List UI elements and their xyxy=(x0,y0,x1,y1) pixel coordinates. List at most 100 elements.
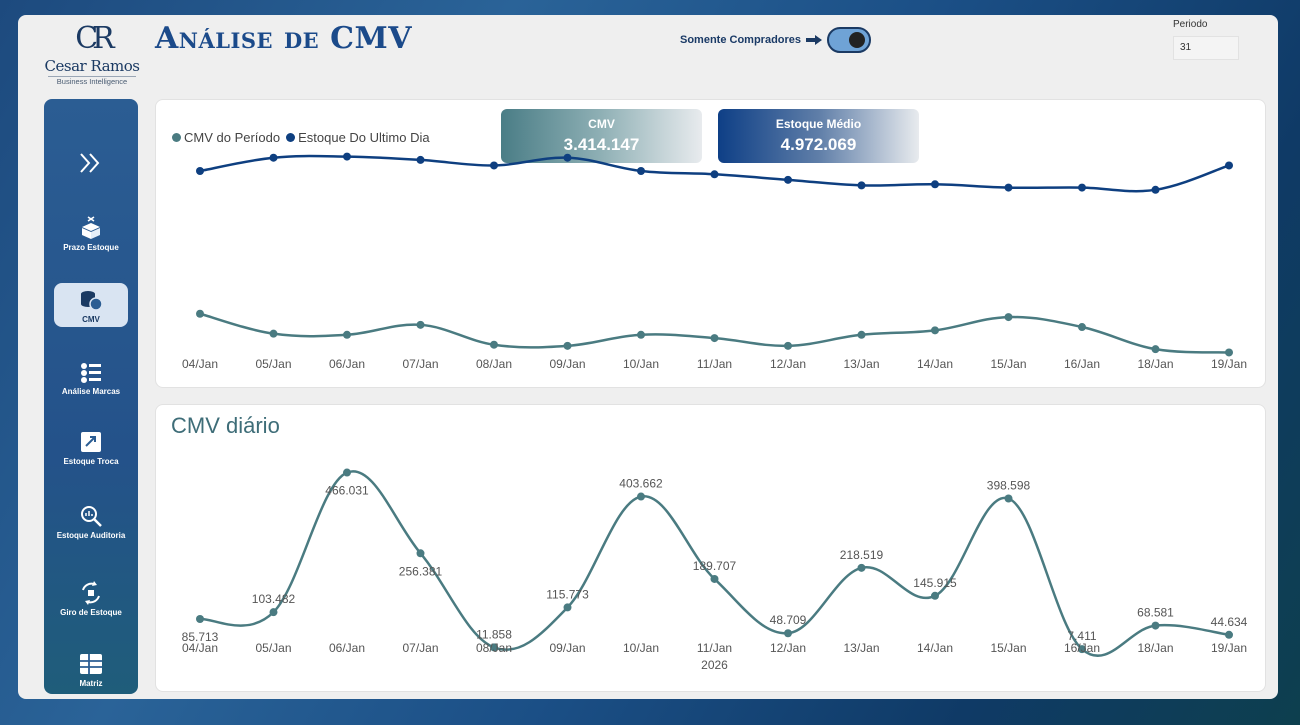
sidebar-item-giro-estoque[interactable]: Giro de Estoque xyxy=(54,576,128,622)
x-tick-label: 07/Jan xyxy=(402,641,438,655)
legend-label: CMV do Período xyxy=(184,130,281,145)
data-label: 44.634 xyxy=(1211,615,1248,629)
x-tick-label: 08/Jan xyxy=(476,641,512,655)
x-tick-label: 09/Jan xyxy=(549,641,585,655)
data-point[interactable] xyxy=(857,563,866,572)
data-point[interactable] xyxy=(1225,161,1233,170)
legend-item-cmv-periodo[interactable]: CMV do Período xyxy=(172,130,280,145)
periodo-filter: Periodo 31 xyxy=(1173,19,1239,60)
data-point[interactable] xyxy=(1078,323,1086,332)
data-point[interactable] xyxy=(784,175,792,184)
data-point[interactable] xyxy=(931,591,939,600)
data-point[interactable] xyxy=(1151,185,1160,194)
data-point[interactable] xyxy=(563,153,572,162)
x-tick-label: 12/Jan xyxy=(770,641,806,655)
data-label: 7.411 xyxy=(1067,629,1096,643)
compradores-toggle-group: Somente Compradores xyxy=(680,27,872,53)
data-point[interactable] xyxy=(931,180,939,189)
data-point[interactable] xyxy=(343,330,351,339)
data-point[interactable] xyxy=(784,629,792,638)
compradores-toggle[interactable] xyxy=(827,27,872,53)
box-clock-icon xyxy=(82,216,100,239)
coins-icon xyxy=(81,291,103,311)
logo-mark: CR xyxy=(75,21,115,56)
x-tick-label: 14/Jan xyxy=(917,641,953,655)
x-tick-label: 12/Jan xyxy=(770,357,806,371)
data-point[interactable] xyxy=(416,549,425,558)
kpi-label: CMV xyxy=(588,117,615,131)
sidebar-item-prazo-estoque[interactable]: Prazo Estoque xyxy=(54,211,128,257)
sidebar-item-label: Prazo Estoque xyxy=(63,243,119,252)
data-point[interactable] xyxy=(1078,183,1086,192)
data-point[interactable] xyxy=(196,309,204,318)
kpi-value: 3.414.147 xyxy=(563,135,640,154)
periodo-input[interactable]: 31 xyxy=(1173,36,1239,60)
expand-chevron-icon[interactable] xyxy=(77,151,105,175)
data-point[interactable] xyxy=(710,170,719,179)
data-point[interactable] xyxy=(1151,621,1160,630)
sidebar-item-cmv[interactable]: CMV xyxy=(54,283,128,327)
x-tick-label: 16/Jan xyxy=(1064,357,1100,371)
x-tick-label: 13/Jan xyxy=(843,641,879,655)
data-point[interactable] xyxy=(490,340,498,349)
x-tick-label: 18/Jan xyxy=(1137,641,1173,655)
data-point[interactable] xyxy=(490,643,498,652)
data-point[interactable] xyxy=(416,320,425,329)
logo-name: Cesar Ramos xyxy=(44,57,140,75)
sidebar-item-label: Análise Marcas xyxy=(61,387,121,396)
data-point[interactable] xyxy=(784,341,792,350)
x-tick-label: 11/Jan xyxy=(697,357,732,371)
x-tick-label: 07/Jan xyxy=(402,357,438,371)
data-point[interactable] xyxy=(1004,313,1013,322)
cmv-estoque-card: CMV do Período Estoque Do Ultimo Dia CMV… xyxy=(155,99,1266,388)
data-point[interactable] xyxy=(416,155,425,164)
logo: CR Cesar Ramos Business Intelligence xyxy=(40,21,144,99)
x-tick-label: 18/Jan xyxy=(1137,357,1173,371)
sidebar-item-analise-marcas[interactable]: Análise Marcas xyxy=(54,355,128,401)
logo-subtitle: Business Intelligence xyxy=(48,76,136,87)
x-tick-label: 04/Jan xyxy=(182,357,218,371)
data-point[interactable] xyxy=(857,181,866,190)
x-tick-label: 06/Jan xyxy=(329,357,365,371)
sidebar-item-estoque-auditoria[interactable]: Estoque Auditoria xyxy=(54,499,128,545)
data-point[interactable] xyxy=(269,153,278,162)
data-point[interactable] xyxy=(931,326,939,335)
data-point[interactable] xyxy=(1078,645,1086,654)
data-point[interactable] xyxy=(269,329,278,338)
data-point[interactable] xyxy=(1151,345,1160,354)
data-point[interactable] xyxy=(857,330,866,339)
data-label: 398.598 xyxy=(987,478,1031,492)
grid-icon xyxy=(80,654,102,674)
sidebar-item-matriz[interactable]: Matriz xyxy=(54,647,128,693)
x-tick-label: 10/Jan xyxy=(623,641,659,655)
data-label: 85.713 xyxy=(182,630,219,644)
data-point[interactable] xyxy=(269,608,278,617)
x-tick-label: 14/Jan xyxy=(917,357,953,371)
data-point[interactable] xyxy=(637,330,645,339)
data-label: 466.031 xyxy=(325,484,369,498)
data-point[interactable] xyxy=(490,161,498,170)
data-point[interactable] xyxy=(1225,630,1233,639)
data-point[interactable] xyxy=(563,603,572,612)
data-point[interactable] xyxy=(1004,183,1013,192)
data-point[interactable] xyxy=(196,614,204,623)
data-label: 11.858 xyxy=(476,627,512,641)
legend-item-estoque[interactable]: Estoque Do Ultimo Dia xyxy=(286,130,430,145)
data-point[interactable] xyxy=(710,574,719,583)
data-point[interactable] xyxy=(343,468,351,477)
x-tick-label: 15/Jan xyxy=(990,641,1026,655)
data-point[interactable] xyxy=(710,334,719,343)
sidebar-item-estoque-troca[interactable]: Estoque Troca xyxy=(54,425,128,471)
x-tick-label: 06/Jan xyxy=(329,641,365,655)
data-point[interactable] xyxy=(196,166,204,175)
x-year-label: 2026 xyxy=(701,658,728,672)
data-point[interactable] xyxy=(343,152,351,161)
data-point[interactable] xyxy=(637,492,645,501)
x-tick-label: 05/Jan xyxy=(255,641,291,655)
data-point[interactable] xyxy=(637,166,645,175)
data-point[interactable] xyxy=(1004,494,1013,503)
magnifier-icon xyxy=(81,506,102,527)
data-point[interactable] xyxy=(1225,348,1233,357)
data-label: 48.709 xyxy=(770,613,807,627)
data-point[interactable] xyxy=(563,341,572,350)
